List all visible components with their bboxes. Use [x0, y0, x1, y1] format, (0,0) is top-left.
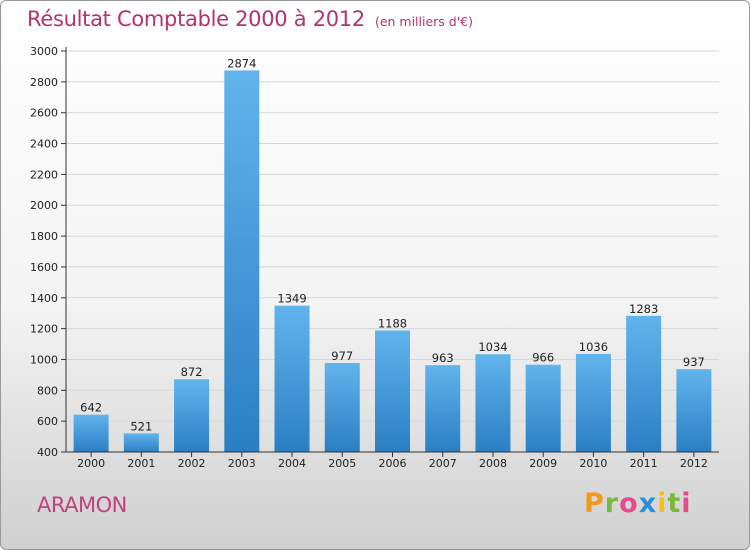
- y-tick-label: 800: [37, 384, 58, 397]
- bar-value-label: 1036: [579, 340, 608, 354]
- logo-letter: r: [604, 488, 620, 519]
- bar: [123, 433, 159, 452]
- x-tick-label: 2003: [228, 457, 256, 470]
- bar-value-label: 2874: [227, 56, 256, 70]
- bar: [626, 315, 662, 452]
- logo-letter: P: [584, 488, 605, 519]
- bar-value-label: 872: [181, 365, 203, 379]
- logo-letter: x: [638, 488, 658, 519]
- logo-letter: i: [657, 488, 668, 519]
- bar: [575, 353, 611, 452]
- bar: [475, 354, 511, 452]
- logo-letter: i: [681, 488, 692, 519]
- y-tick-label: 1800: [30, 230, 58, 243]
- axes: [61, 47, 719, 457]
- bar: [174, 379, 210, 452]
- logo-letter: t: [667, 488, 682, 519]
- bar: [324, 363, 360, 452]
- y-tick-label: 2800: [30, 76, 58, 89]
- y-tick-label: 600: [37, 415, 58, 428]
- bar-value-label: 642: [80, 401, 102, 415]
- x-tick-label: 2010: [579, 457, 607, 470]
- y-tick-label: 2000: [30, 199, 58, 212]
- y-tick-label: 1600: [30, 261, 58, 274]
- bar: [224, 70, 260, 452]
- x-tick-label: 2009: [529, 457, 557, 470]
- y-tick-label: 1000: [30, 353, 58, 366]
- x-tick-label: 2008: [479, 457, 507, 470]
- x-tick-label: 2005: [328, 457, 356, 470]
- bars: [73, 70, 712, 452]
- y-tick-label: 2400: [30, 138, 58, 151]
- y-tick-label: 2200: [30, 168, 58, 181]
- bar: [676, 369, 712, 452]
- y-tick-label: 1200: [30, 323, 58, 336]
- x-tick-label: 2002: [178, 457, 206, 470]
- bar: [525, 364, 561, 452]
- chart-subtitle: (en milliers d'€): [374, 14, 473, 29]
- bar-value-label: 966: [532, 351, 554, 365]
- x-tick-label: 2012: [680, 457, 708, 470]
- bar-value-label: 1349: [277, 292, 306, 306]
- bar-value-label: 977: [331, 349, 353, 363]
- x-tick-label: 2011: [630, 457, 658, 470]
- bar-value-label: 1188: [378, 316, 407, 330]
- labels: 400 600 800 1000 1200 1400 1600 1800 2000 2200 240…: [30, 45, 708, 470]
- bar-value-label: 1283: [629, 302, 658, 316]
- chart-title-block: Résultat Comptable 2000 à 2012 (en millie…: [27, 7, 473, 31]
- bar: [425, 365, 461, 452]
- proxiti-logo: Proxiti: [584, 488, 692, 519]
- x-tick-label: 2006: [379, 457, 407, 470]
- bar-value-label: 521: [130, 419, 152, 433]
- y-tick-label: 2600: [30, 107, 58, 120]
- bar-value-label: 937: [683, 355, 705, 369]
- y-tick-label: 400: [37, 446, 58, 459]
- x-tick-label: 2000: [77, 457, 105, 470]
- chart-title: Résultat Comptable 2000 à 2012: [27, 7, 365, 31]
- logo-letter: o: [619, 488, 639, 519]
- bar-value-label: 963: [432, 351, 454, 365]
- bar-value-label: 1034: [478, 340, 507, 354]
- x-tick-label: 2007: [429, 457, 457, 470]
- bar: [375, 330, 410, 452]
- x-tick-label: 2001: [127, 457, 155, 470]
- x-tick-label: 2004: [278, 457, 306, 470]
- bar: [73, 414, 109, 452]
- bar: [274, 305, 310, 452]
- y-tick-label: 1400: [30, 292, 58, 305]
- commune-name: ARAMON: [37, 493, 127, 517]
- y-tick-label: 3000: [30, 45, 58, 58]
